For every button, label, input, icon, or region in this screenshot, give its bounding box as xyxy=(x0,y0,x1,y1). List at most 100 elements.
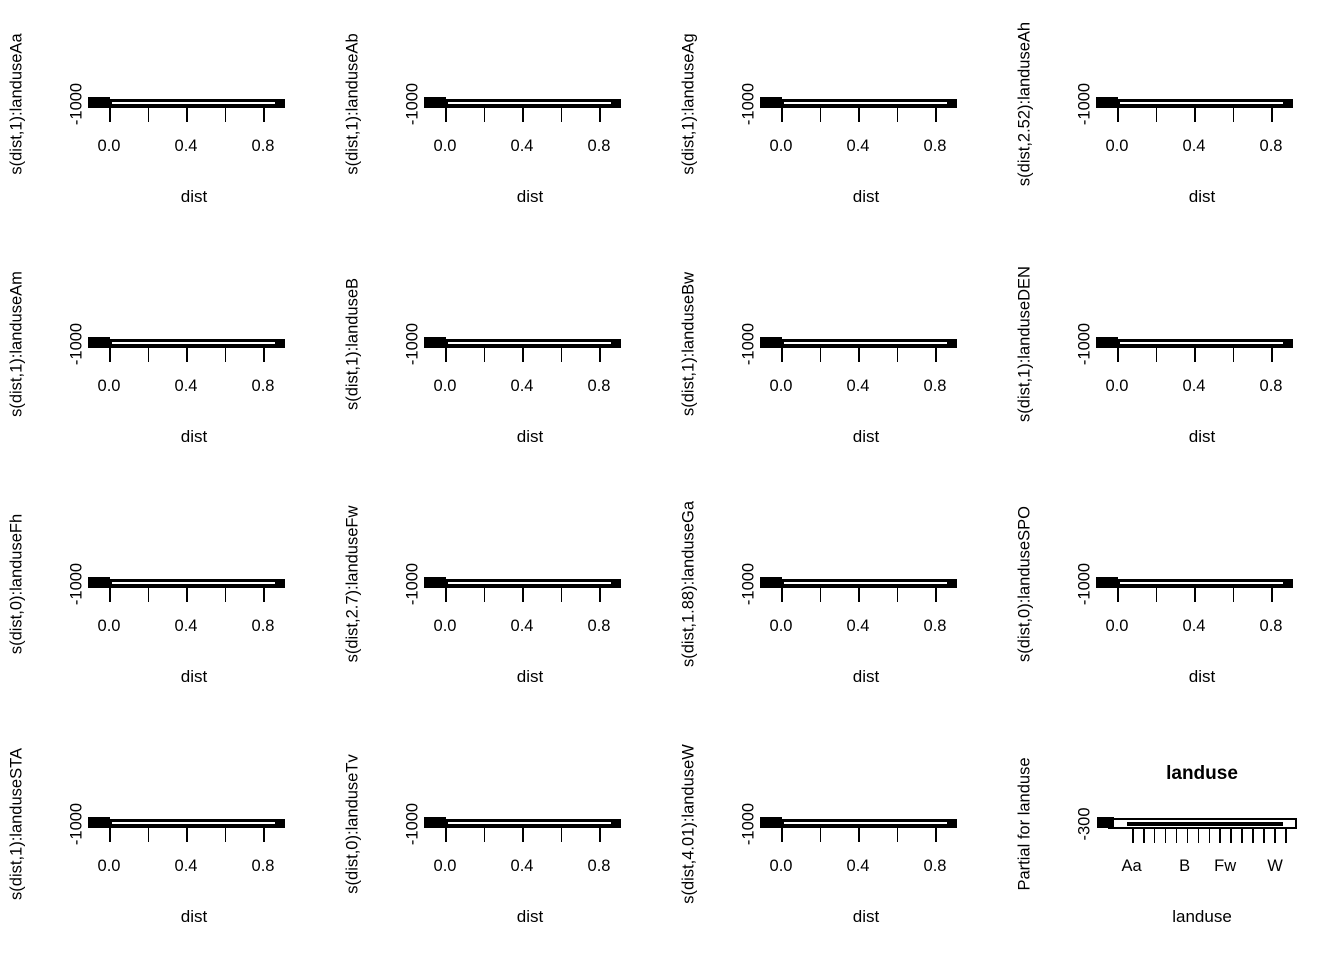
smooth-band-gap xyxy=(1120,102,1283,105)
x-tick xyxy=(483,828,486,842)
x-tick xyxy=(858,108,860,122)
x-tick-label: 0.8 xyxy=(587,137,611,155)
smooth-panel: s(dist,1):landuseAb -1000 0.0 0.4 0.8 dist xyxy=(336,0,672,240)
x-tick xyxy=(1274,829,1276,843)
x-axis-label: dist xyxy=(180,667,208,686)
x-tick xyxy=(186,348,188,362)
x-tick-label: 0.4 xyxy=(510,137,534,155)
smooth-band-gap xyxy=(1120,582,1283,585)
x-tick xyxy=(109,348,111,362)
x-tick xyxy=(186,828,188,842)
x-axis-label: landuse xyxy=(1172,907,1232,926)
x-tick-label: B xyxy=(1179,857,1191,875)
x-tick xyxy=(1230,829,1232,843)
left-ink-blob xyxy=(1096,577,1118,588)
x-tick xyxy=(1194,588,1196,602)
x-tick xyxy=(263,588,265,602)
x-tick-label: 0.0 xyxy=(433,617,457,635)
smooth-panel: s(dist,1):landuseSTA -1000 0.0 0.4 0.8 dist xyxy=(0,720,336,960)
x-tick-label: 0.4 xyxy=(174,377,198,395)
x-tick xyxy=(819,588,822,602)
x-tick xyxy=(819,108,822,122)
y-tick-label: -1000 xyxy=(403,322,422,365)
left-ink-blob xyxy=(88,97,110,108)
x-tick xyxy=(109,588,111,602)
x-tick xyxy=(109,108,111,122)
y-axis-term-label: s(dist,1):landuseAm xyxy=(7,270,26,417)
left-ink-blob xyxy=(424,97,446,108)
x-axis-label: dist xyxy=(516,667,544,686)
smooth-band-gap xyxy=(112,342,275,345)
x-axis-label: dist xyxy=(516,907,544,926)
x-tick-label: 0.4 xyxy=(1182,377,1206,395)
x-tick xyxy=(858,348,860,362)
x-tick xyxy=(1285,829,1287,843)
x-tick xyxy=(1271,348,1273,362)
x-tick xyxy=(819,348,822,362)
x-tick xyxy=(781,828,783,842)
x-tick-label: 0.4 xyxy=(510,377,534,395)
x-tick xyxy=(1155,348,1158,362)
x-tick-label: 0.0 xyxy=(769,857,793,875)
y-axis-term-label: s(dist,2.7):landuseFw xyxy=(343,505,362,662)
x-tick-label: 0.4 xyxy=(1182,137,1206,155)
y-tick-label: -1000 xyxy=(739,322,758,365)
x-tick xyxy=(1197,829,1200,843)
smooth-band-gap xyxy=(784,822,947,825)
x-tick xyxy=(896,588,899,602)
y-axis-term-label: s(dist,1):landuseDEN xyxy=(1015,265,1034,422)
x-axis-label: dist xyxy=(852,667,880,686)
x-tick-label: 0.0 xyxy=(97,617,121,635)
y-axis-term-label: Partial for landuse xyxy=(1015,757,1034,890)
x-tick xyxy=(1155,108,1158,122)
x-tick-label: Fw xyxy=(1214,857,1237,875)
x-tick xyxy=(1232,588,1235,602)
x-tick xyxy=(522,108,524,122)
smooth-band-gap xyxy=(1120,342,1283,345)
x-tick xyxy=(935,108,937,122)
y-axis-term-label: s(dist,0):landuseFh xyxy=(7,513,26,654)
x-tick xyxy=(560,828,563,842)
x-axis-label: dist xyxy=(1188,667,1216,686)
x-axis-label: dist xyxy=(852,187,880,206)
left-ink-blob xyxy=(1096,337,1118,348)
x-tick xyxy=(186,588,188,602)
x-tick xyxy=(263,348,265,362)
left-ink-blob xyxy=(1097,817,1114,828)
x-tick-label: 0.0 xyxy=(769,137,793,155)
x-tick-label: 0.0 xyxy=(433,377,457,395)
x-tick-label: Aa xyxy=(1121,857,1142,875)
y-tick-label: -1000 xyxy=(739,562,758,605)
y-tick-label: -1000 xyxy=(739,82,758,125)
y-axis-term-label: s(dist,1):landuseB xyxy=(343,277,362,410)
smooth-band-gap xyxy=(448,582,611,585)
x-tick-label: 0.8 xyxy=(923,857,947,875)
x-tick xyxy=(1208,829,1211,843)
x-tick xyxy=(781,588,783,602)
left-ink-blob xyxy=(760,97,782,108)
x-tick-label: 0.4 xyxy=(846,137,870,155)
x-tick xyxy=(1142,829,1145,843)
smooth-panel: s(dist,1):landuseAa -1000 0.0 0.4 0.8 dist xyxy=(0,0,336,240)
smooth-band-gap xyxy=(448,822,611,825)
smooth-panel: s(dist,1):landuseAg -1000 0.0 0.4 0.8 dist xyxy=(672,0,1008,240)
smooth-panel: s(dist,4.01):landuseW -1000 0.0 0.4 0.8 dist xyxy=(672,720,1008,960)
x-tick-label: 0.0 xyxy=(1105,377,1129,395)
x-tick-label: 0.0 xyxy=(769,377,793,395)
left-ink-blob xyxy=(760,577,782,588)
smooth-panel: s(dist,0):landuseSPO -1000 0.0 0.4 0.8 dist xyxy=(1008,480,1344,720)
x-tick xyxy=(1232,108,1235,122)
smooth-panel: s(dist,2.7):landuseFw -1000 0.0 0.4 0.8 dist xyxy=(336,480,672,720)
x-tick-label: 0.0 xyxy=(97,857,121,875)
smooth-band-gap xyxy=(112,102,275,105)
x-tick xyxy=(224,828,227,842)
x-tick xyxy=(263,108,265,122)
x-tick xyxy=(1117,588,1119,602)
smooth-band-gap xyxy=(448,342,611,345)
x-axis-label: dist xyxy=(180,187,208,206)
x-tick-label: 0.4 xyxy=(174,617,198,635)
x-tick xyxy=(1271,108,1273,122)
y-axis-term-label: s(dist,1):landuseSTA xyxy=(7,747,26,900)
x-axis-label: dist xyxy=(1188,427,1216,446)
